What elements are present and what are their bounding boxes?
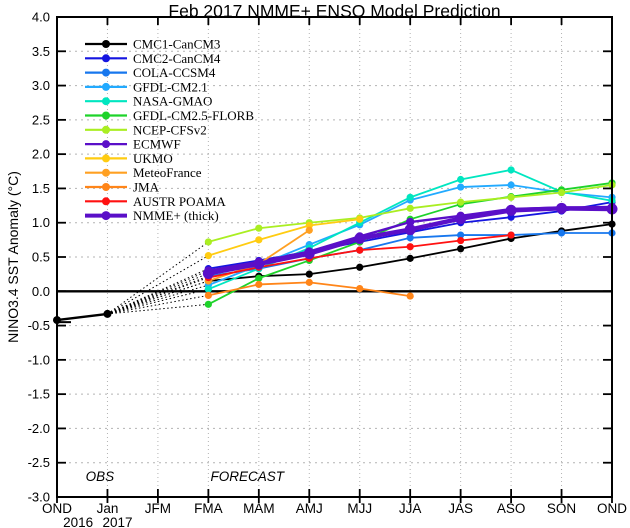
x-axis-labels: OND Jan JFM FMA MAM AMJ MJJ JJA JAS ASO SON OND2016… [42, 501, 627, 528]
legend-item: COLA-CCSM4 [85, 65, 216, 80]
y-tick-label: 0.0 [32, 284, 50, 299]
series-jma [204, 278, 414, 300]
y-tick-label: 1.0 [32, 215, 50, 230]
legend-label: COLA-CCSM4 [133, 65, 216, 80]
legend-marker-icon [102, 154, 110, 163]
x-tick-label: JJA [399, 501, 422, 516]
x-tick-label: MAM [243, 501, 275, 516]
legend-marker-icon [102, 54, 110, 63]
legend: CMC1-CanCM3CMC2-CanCM4COLA-CCSM4GFDL-CM2… [85, 37, 254, 223]
y-tick-label: 4.0 [32, 10, 50, 25]
legend-label: GFDL-CM2.1 [133, 79, 208, 94]
legend-marker-icon [102, 140, 110, 149]
legend-label: AUSTR POAMA [133, 194, 226, 209]
y-tick-label: 1.5 [32, 181, 50, 196]
y-tick-label: -0.5 [28, 318, 50, 333]
legend-item: GFDL-CM2.5-FLORB [85, 108, 254, 123]
x-tick-label: Jan [97, 501, 119, 516]
y-tick-label: 2.0 [32, 147, 50, 162]
legend-marker-icon [102, 82, 110, 91]
y-axis-labels: -3.0 -2.5 -2.0 -1.5 -1.0 -0.5 0.0 0.5 1.0 1.5 2.0 2… [28, 10, 50, 505]
annotation-forecast: FORECAST [210, 469, 285, 484]
fan-lines [107, 241, 209, 315]
legend-marker-icon [102, 97, 110, 106]
legend-marker-icon [101, 211, 111, 221]
x-year-label: 2016 [63, 515, 93, 528]
legend-label: MeteoFrance [133, 165, 202, 180]
legend-item: AUSTR POAMA [85, 194, 226, 209]
legend-item: NASA-GMAO [85, 94, 212, 109]
x-tick-label: JAS [448, 501, 473, 516]
x-year-label: 2017 [103, 515, 133, 528]
legend-marker-icon [102, 40, 110, 48]
legend-marker-icon [102, 168, 110, 177]
legend-item: CMC2-CanCM4 [85, 51, 221, 66]
legend-label: JMA [133, 180, 160, 195]
x-tick-label: ASO [497, 501, 526, 516]
legend-label: NMME+ (thick) [133, 208, 219, 223]
obs-line [53, 309, 112, 325]
legend-marker-icon [102, 197, 110, 206]
legend-label: NASA-GMAO [133, 94, 212, 109]
y-tick-label: -3.0 [28, 490, 50, 505]
y-tick-label: 0.5 [32, 250, 50, 265]
y-tick-label: 2.5 [32, 112, 50, 127]
axes [56, 16, 613, 503]
x-tick-label: OND [42, 501, 72, 516]
legend-item: MeteoFrance [85, 165, 202, 180]
x-tick-label: FMA [194, 501, 223, 516]
legend-label: GFDL-CM2.5-FLORB [133, 108, 254, 123]
x-tick-label: MJJ [347, 501, 372, 516]
legend-marker-icon [102, 125, 110, 134]
legend-item: NCEP-CFSv2 [85, 122, 207, 137]
x-tick-label: OND [597, 501, 627, 516]
legend-item: JMA [85, 180, 160, 195]
legend-label: NCEP-CFSv2 [133, 122, 207, 137]
legend-label: CMC1-CanCM3 [133, 37, 220, 52]
x-tick-label: AMJ [296, 501, 323, 516]
legend-item: UKMO [85, 151, 173, 166]
legend-marker-icon [102, 68, 110, 77]
series-ukmo [204, 215, 364, 260]
legend-item: CMC1-CanCM3 [85, 37, 220, 52]
legend-item: NMME+ (thick) [85, 208, 219, 223]
y-tick-label: 3.0 [32, 78, 50, 93]
legend-label: CMC2-CanCM4 [133, 51, 221, 66]
legend-label: UKMO [133, 151, 173, 166]
y-tick-label: -2.5 [28, 455, 50, 470]
y-tick-label: -1.5 [28, 387, 50, 402]
y-tick-label: -2.0 [28, 421, 50, 436]
x-tick-label: SON [547, 501, 576, 516]
x-tick-label: JFM [145, 501, 171, 516]
legend-marker-icon [102, 111, 110, 120]
y-tick-label: 3.5 [32, 44, 50, 59]
y-tick-label: -1.0 [28, 352, 50, 367]
annotation-obs: OBS [86, 469, 115, 484]
legend-item: ECMWF [85, 137, 181, 152]
legend-item: GFDL-CM2.1 [85, 79, 208, 94]
series-nmme-thick [202, 202, 618, 279]
annotations: OBS FORECAST [86, 469, 286, 484]
legend-marker-icon [102, 183, 110, 191]
legend-label: ECMWF [133, 137, 181, 152]
